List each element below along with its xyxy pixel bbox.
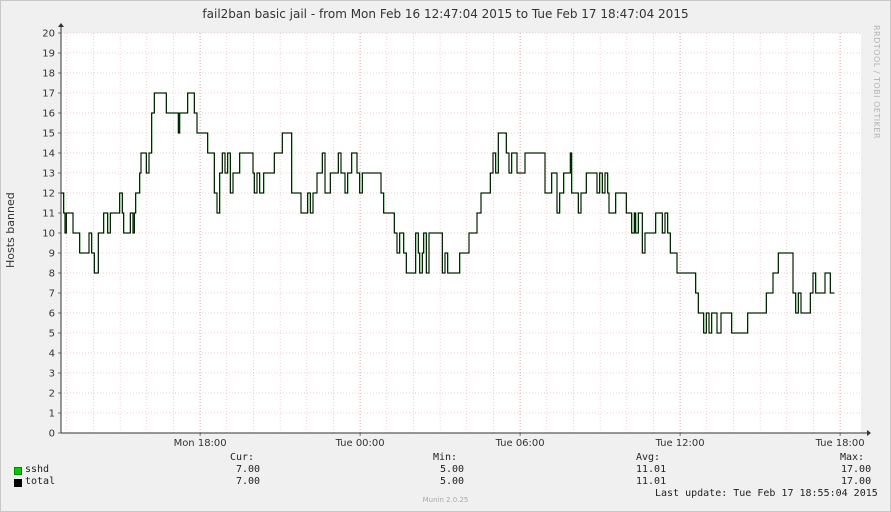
legend-header-cur: Cur:	[230, 452, 255, 463]
y-tick-label: 3	[49, 369, 55, 380]
y-tick-label: 9	[49, 249, 55, 260]
y-tick-label: 10	[42, 229, 55, 240]
y-tick-label: 6	[49, 309, 55, 320]
y-tick-label: 12	[42, 189, 55, 200]
legend-max-sshd: 17.00	[841, 464, 872, 475]
legend-label-total: total	[25, 476, 56, 487]
legend-header-min: Min:	[433, 452, 458, 463]
legend-header-avg: Avg:	[636, 452, 661, 463]
series-line-total	[61, 92, 835, 334]
x-tick-labels: Mon 18:00 Tue 00:00 Tue 06:00 Tue 12:00 Tue …	[174, 433, 865, 449]
y-tick-label: 0	[49, 429, 55, 440]
y-tick-label: 11	[42, 209, 55, 220]
legend-avg-sshd: 11.01	[636, 464, 667, 475]
munin-version: Munin 2.0.25	[422, 496, 469, 504]
x-tick-label: Tue 00:00	[335, 438, 385, 449]
legend-max-total: 17.00	[841, 476, 872, 487]
legend-swatch-total	[14, 479, 22, 487]
y-tick-label: 15	[42, 129, 55, 140]
axes	[58, 23, 871, 436]
legend-label-sshd: sshd	[25, 464, 50, 475]
y-tick-label: 1	[49, 409, 55, 420]
major-grid	[61, 32, 861, 433]
y-tick-label: 14	[42, 149, 55, 160]
y-tick-label: 19	[42, 49, 55, 60]
y-axis-arrow	[58, 23, 64, 27]
rrdtool-watermark: RRDTOOL / TOBI OETIKER	[872, 25, 881, 140]
y-tick-label: 13	[42, 169, 55, 180]
legend-header-max: Max:	[840, 452, 865, 463]
legend-cur-sshd: 7.00	[236, 464, 261, 475]
y-tick-label: 7	[49, 289, 55, 300]
series-lines	[61, 92, 835, 334]
y-tick-label: 8	[49, 269, 55, 280]
x-tick-label: Tue 18:00	[815, 438, 865, 449]
y-tick-label: 16	[42, 109, 55, 120]
last-update: Last update: Tue Feb 17 18:55:04 2015	[655, 488, 878, 499]
y-tick-label: 5	[49, 329, 55, 340]
legend-min-total: 5.00	[440, 476, 465, 487]
x-tick-label: Tue 12:00	[655, 438, 705, 449]
legend-swatch-sshd	[14, 467, 22, 475]
legend-cur-total: 7.00	[236, 476, 261, 487]
legend-min-sshd: 5.00	[440, 464, 465, 475]
y-tick-label: 2	[49, 389, 55, 400]
y-tick-label: 20	[42, 29, 55, 40]
x-tick-label: Mon 18:00	[174, 438, 227, 449]
chart-title: fail2ban basic jail - from Mon Feb 16 12…	[202, 7, 689, 21]
y-tick-label: 4	[49, 349, 55, 360]
x-tick-label: Tue 06:00	[495, 438, 545, 449]
y-tick-label: 18	[42, 69, 55, 80]
y-tick-label: 17	[42, 89, 55, 100]
x-axis-arrow	[867, 430, 871, 436]
legend-avg-total: 11.01	[636, 476, 667, 487]
